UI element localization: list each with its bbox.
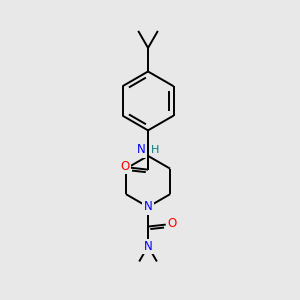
Text: N: N	[137, 143, 146, 157]
Text: N: N	[144, 240, 152, 253]
Text: O: O	[121, 160, 130, 173]
Text: O: O	[167, 217, 176, 230]
Text: N: N	[144, 200, 152, 213]
Text: H: H	[151, 145, 159, 155]
